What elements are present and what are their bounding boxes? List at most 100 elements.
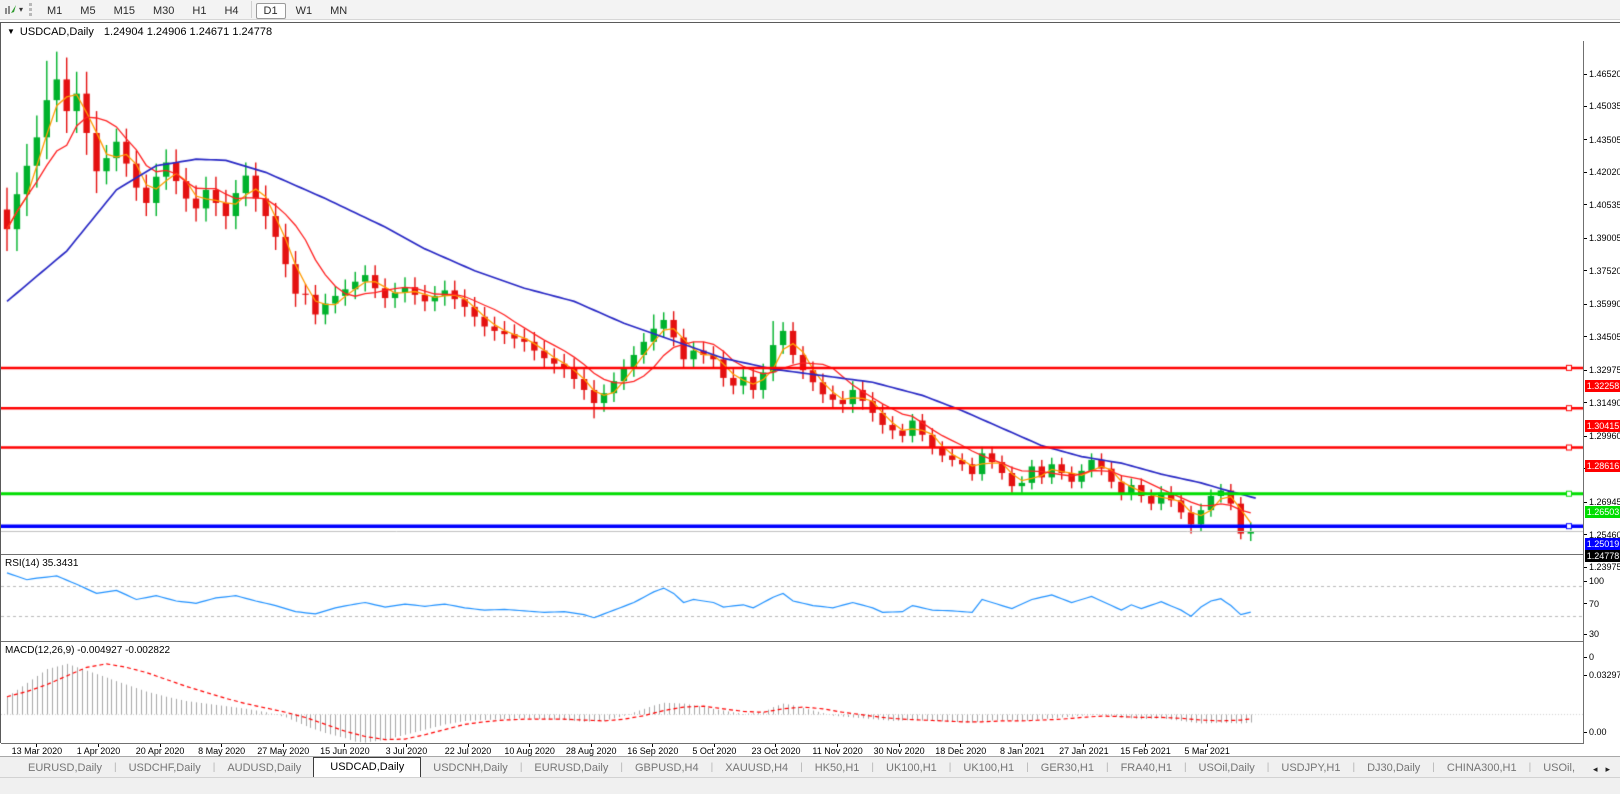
chart-tab-dj30-daily[interactable]: DJ30,Daily — [1367, 762, 1421, 774]
axis-tick-mark — [1584, 436, 1587, 437]
date-tick-mark — [1145, 744, 1146, 747]
date-tick-mark — [1207, 744, 1208, 747]
chart-tab-uk100-h1[interactable]: UK100,H1 — [963, 762, 1015, 774]
date-axis-label: 28 Aug 2020 — [565, 746, 617, 756]
chart-tab-usdcnh-daily[interactable]: USDCNH,Daily — [433, 762, 508, 774]
axis-tick-mark — [1584, 657, 1587, 658]
panel-divider[interactable] — [1, 554, 1620, 555]
tab-separator: | — [1528, 761, 1532, 773]
date-axis-label: 27 May 2020 — [257, 746, 310, 756]
current-price-label: 1.24778 — [1585, 550, 1620, 563]
tab-separator: | — [519, 761, 523, 773]
axis-tick-mark — [1584, 567, 1587, 568]
chart-tab-usdcad-daily[interactable]: USDCAD,Daily — [313, 757, 422, 777]
chart-ohlc-values: 1.24904 1.24906 1.24671 1.24778 — [103, 25, 273, 38]
chart-tab-fra40-h1[interactable]: FRA40,H1 — [1120, 762, 1172, 774]
chart-tab-usoil-daily[interactable]: USOil,Daily — [1198, 762, 1255, 774]
timeframe-buttons: M1 M5 M15 M30 H1 H4 D1 W1 MN — [38, 0, 356, 19]
timeframe-button-m30[interactable]: M30 — [152, 4, 175, 17]
axis-price-label: 1.31490 — [1589, 397, 1620, 408]
timeframe-button-mn[interactable]: MN — [330, 4, 348, 17]
date-axis[interactable]: 13 Mar 2020 1 Apr 2020 20 Apr 2020 8 May 20… — [1, 744, 1583, 758]
axis-tick-mark — [1584, 270, 1587, 271]
chart-tab-ger30-h1[interactable]: GER30,H1 — [1040, 762, 1094, 774]
timeframe-button-h4[interactable]: H4 — [224, 4, 239, 17]
timeframe-button-h1[interactable]: H1 — [192, 4, 207, 17]
rsi-panel-canvas[interactable] — [1, 556, 1583, 641]
chart-tab-xauusd-h4[interactable]: XAUUSD,H4 — [725, 762, 789, 774]
toolbar-grip-handle[interactable] — [29, 3, 33, 16]
chart-tab-gbpusd-h4[interactable]: GBPUSD,H4 — [635, 762, 699, 774]
chart-tab-china300-h1[interactable]: CHINA300,H1 — [1446, 762, 1517, 774]
axis-tick-mark — [1584, 732, 1587, 733]
date-axis-label: 5 Oct 2020 — [692, 746, 737, 756]
price-line-label-1.28616: 1.28616 — [1585, 459, 1620, 472]
price-axis[interactable]: 1.46520 1.45035 1.43505 1.42020 1.40535 1.390… — [1584, 41, 1620, 767]
timeframe-button-w1[interactable]: W1 — [295, 4, 313, 17]
date-axis-label: 15 Jun 2020 — [320, 746, 370, 756]
tab-separator: | — [1352, 761, 1356, 773]
timeframe-button-d1[interactable]: D1 — [255, 2, 286, 19]
axis-tick-mark — [1584, 534, 1587, 535]
price-line-label-1.25019: 1.25019 — [1585, 538, 1620, 551]
date-axis-label: 3 Jul 2020 — [385, 746, 428, 756]
tab-scroll-left-icon[interactable]: ◂ — [1592, 764, 1598, 774]
axis-tick-mark — [1584, 139, 1587, 140]
main-price-chart-canvas[interactable] — [1, 41, 1583, 554]
chart-tab-usdchf-daily[interactable]: USDCHF,Daily — [128, 762, 201, 774]
date-axis-label: 30 Nov 2020 — [873, 746, 925, 756]
price-line-label-1.26503: 1.26503 — [1585, 505, 1620, 518]
tab-separator: | — [871, 761, 875, 773]
axis-price-label: 1.46520 — [1589, 69, 1620, 79]
chart-tab-bar: EURUSD,Daily | USDCHF,Daily | AUDUSD,Daily US… — [0, 756, 1620, 777]
axis-tick-mark — [1584, 172, 1587, 173]
date-tick-mark — [36, 744, 37, 747]
chart-tab-uk100-h1[interactable]: UK100,H1 — [886, 762, 937, 774]
axis-tick-mark — [1584, 603, 1587, 604]
axis-price-label: 30 — [1589, 629, 1600, 640]
date-axis-label: 15 Feb 2021 — [1120, 746, 1171, 756]
macd-indicator-label: MACD(12,26,9) -0.004927 -0.002822 — [5, 645, 171, 656]
axis-tick-mark — [1584, 502, 1587, 503]
axis-price-label: 1.39005 — [1589, 233, 1620, 244]
tab-separator: | — [1266, 761, 1270, 773]
chart-symbol-period: USDCAD,Daily — [19, 25, 94, 38]
axis-price-label: 0.032972 — [1589, 670, 1620, 680]
axis-price-label: 1.29960 — [1589, 431, 1620, 442]
date-axis-label: 13 Mar 2020 — [11, 746, 63, 756]
timeframe-button-m15[interactable]: M15 — [113, 4, 135, 17]
date-tick-mark — [775, 744, 776, 747]
timeframe-button-m5[interactable]: M5 — [80, 4, 96, 17]
date-axis-label: 16 Sep 2020 — [627, 746, 679, 756]
macd-panel-canvas[interactable] — [1, 643, 1583, 743]
toolbar-separator — [250, 0, 252, 18]
axis-price-label: 1.32975 — [1589, 365, 1620, 376]
date-axis-label: 8 May 2020 — [198, 746, 246, 756]
chart-tab-eurusd-daily[interactable]: EURUSD,Daily — [28, 762, 102, 774]
axis-price-label: 1.42020 — [1589, 167, 1620, 178]
axis-tick-mark — [1584, 581, 1587, 582]
tab-scroll-right-icon[interactable]: ▸ — [1605, 764, 1610, 774]
date-axis-label: 1 Apr 2020 — [76, 746, 121, 756]
chart-title-row: ▼ USDCAD,Daily 1.24904 1.24906 1.24671 1… — [1, 23, 1620, 40]
chart-tab-usdjpy-h1[interactable]: USDJPY,H1 — [1281, 762, 1341, 774]
chart-tab-usoil-[interactable]: USOil, — [1543, 762, 1575, 774]
chevron-down-icon[interactable]: ▾ — [19, 5, 24, 14]
tab-separator: | — [620, 761, 623, 773]
collapse-triangle-icon[interactable]: ▼ — [7, 27, 15, 36]
date-tick-mark — [960, 744, 961, 747]
axis-tick-mark — [1584, 336, 1587, 337]
chart-tab-audusd-daily[interactable]: AUDUSD,Daily — [227, 762, 302, 774]
chart-tab-eurusd-daily[interactable]: EURUSD,Daily — [534, 762, 609, 774]
chart-tool-icon[interactable] — [2, 2, 18, 17]
chart-tab-hk50-h1[interactable]: HK50,H1 — [814, 762, 860, 774]
date-tick-mark — [837, 744, 838, 747]
timeframe-button-m1[interactable]: M1 — [47, 4, 63, 17]
tab-separator: | — [1105, 761, 1109, 773]
panel-divider[interactable] — [1, 641, 1620, 642]
axis-tick-mark — [1584, 238, 1587, 239]
axis-tick-mark — [1584, 204, 1587, 205]
axis-price-label: 1.34505 — [1589, 331, 1620, 342]
axis-tick-mark — [1584, 675, 1587, 676]
